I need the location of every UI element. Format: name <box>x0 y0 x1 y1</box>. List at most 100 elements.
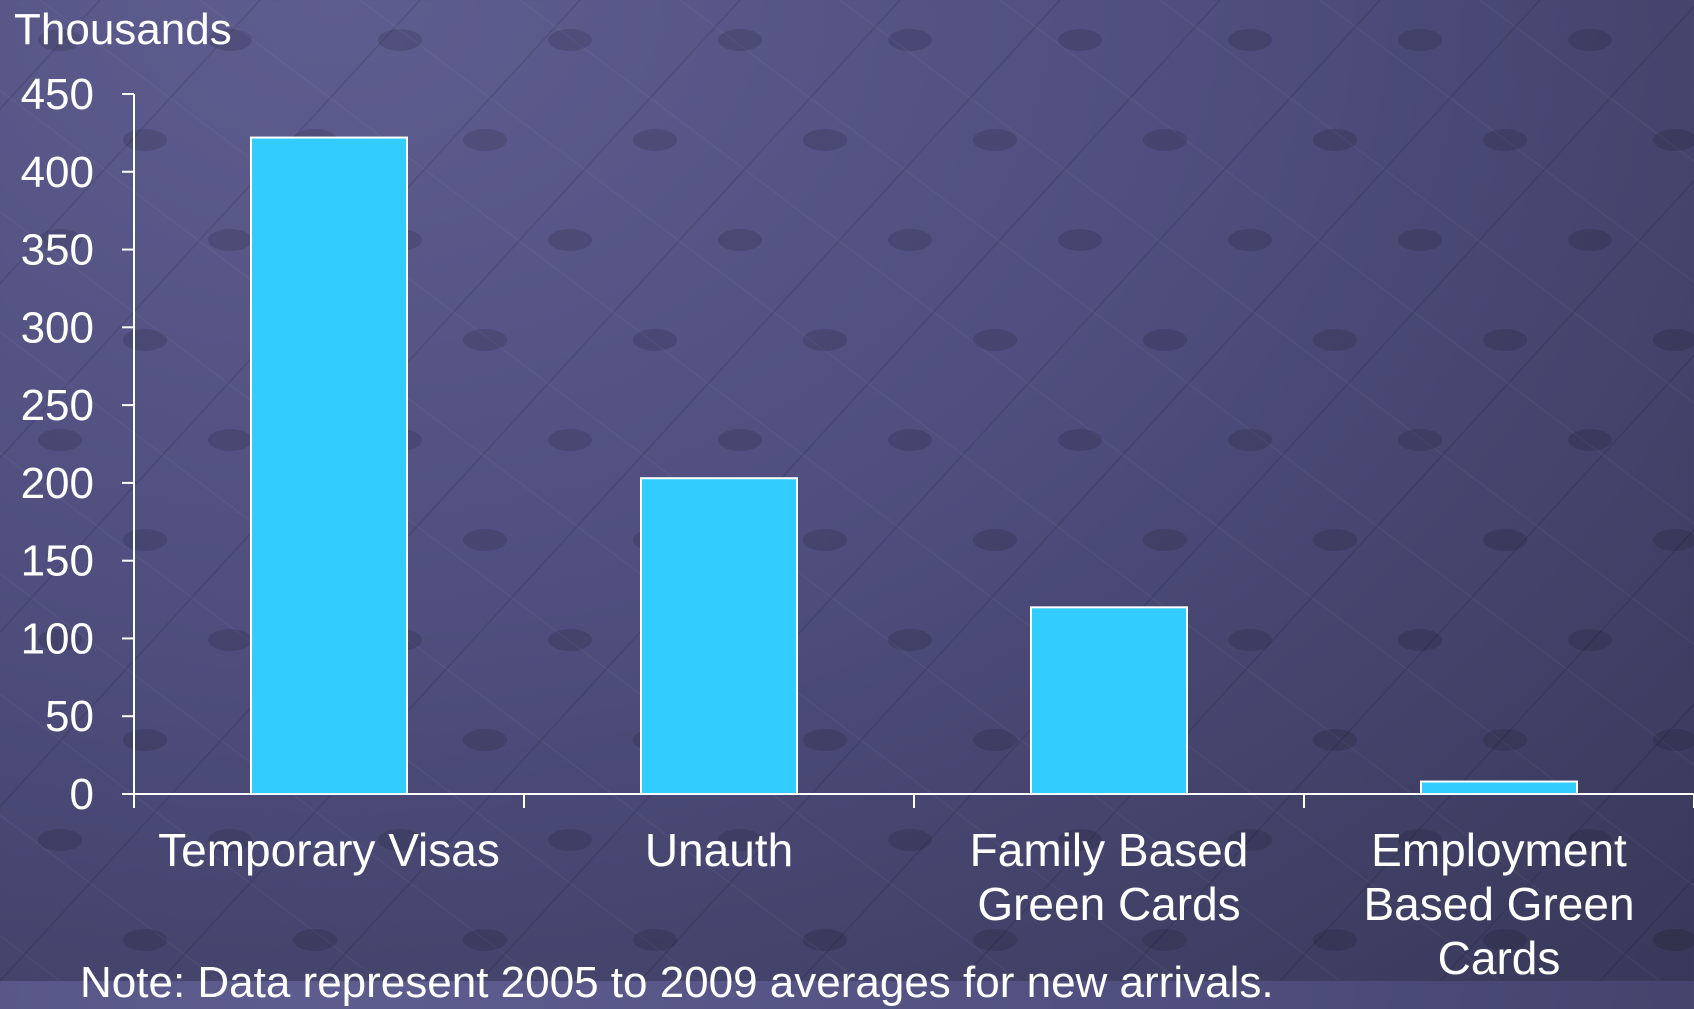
background-dot <box>38 629 82 651</box>
background-line <box>359 0 1661 981</box>
background-dot <box>718 229 762 251</box>
background-line <box>999 0 1694 525</box>
background-line <box>639 0 1541 981</box>
background-dot <box>1653 929 1694 951</box>
background-dot <box>1398 229 1442 251</box>
background-line <box>0 0 261 285</box>
background-dot <box>718 29 762 51</box>
background-dot <box>548 829 592 851</box>
background-line <box>0 693 381 981</box>
background-dot <box>1143 929 1187 951</box>
background-dot <box>803 329 847 351</box>
background-line <box>1279 528 1694 981</box>
background-line <box>479 0 1381 981</box>
bar <box>250 136 408 796</box>
background-dot <box>1228 829 1272 851</box>
background-line <box>1439 703 1694 981</box>
background-dot <box>633 329 677 351</box>
y-tick-label: 200 <box>21 459 94 508</box>
x-category-label: Temporary Visas <box>158 824 500 876</box>
background-dot <box>803 129 847 151</box>
x-category-label: Unauth <box>645 824 793 876</box>
y-tick-label: 50 <box>45 692 94 741</box>
background-dot <box>973 129 1017 151</box>
background-dot <box>888 229 932 251</box>
background-dot <box>293 929 337 951</box>
background-line <box>0 451 701 981</box>
background-dot <box>1483 329 1527 351</box>
background-line <box>1159 0 1694 404</box>
y-axis-unit-label: Thousands <box>14 5 232 54</box>
background-dot <box>1313 129 1357 151</box>
background-dot <box>38 29 82 51</box>
background-dot <box>1398 829 1442 851</box>
background-dot <box>548 29 592 51</box>
background-dot <box>1313 729 1357 751</box>
background-dot <box>1143 129 1187 151</box>
background-line <box>0 572 541 981</box>
background-dot <box>1483 529 1527 551</box>
background-dot <box>548 629 592 651</box>
background-dot <box>463 729 507 751</box>
background-line <box>0 0 581 634</box>
background-dot <box>1653 729 1694 751</box>
background-line <box>1119 354 1694 981</box>
background-dot <box>463 329 507 351</box>
background-line <box>0 814 221 981</box>
background-dot <box>1398 29 1442 51</box>
background-dot <box>208 429 252 451</box>
background-line <box>839 0 1694 646</box>
background-line <box>799 5 1694 981</box>
background-line <box>959 179 1694 981</box>
background-dot <box>548 429 592 451</box>
background-dot <box>38 429 82 451</box>
background-dot <box>463 929 507 951</box>
background-dot <box>973 929 1017 951</box>
background-dot <box>803 729 847 751</box>
background-dot <box>1313 329 1357 351</box>
background-dot <box>1058 829 1102 851</box>
background-line <box>0 0 1180 981</box>
y-tick-label: 450 <box>21 70 94 119</box>
background-dot <box>463 129 507 151</box>
background-line <box>0 0 901 981</box>
y-tick-label: 350 <box>21 226 94 275</box>
background-dot <box>1398 629 1442 651</box>
background-dot <box>1568 229 1612 251</box>
background-dot <box>1568 29 1612 51</box>
background-dot <box>718 829 762 851</box>
background-dot <box>888 829 932 851</box>
y-tick-label: 0 <box>70 770 94 819</box>
background-dot <box>1058 29 1102 51</box>
chart-note: Note: Data represent 2005 to 2009 averag… <box>80 958 1274 1007</box>
bar <box>640 477 798 795</box>
background-dot <box>1483 129 1527 151</box>
y-tick-label: 150 <box>21 537 94 586</box>
background-dot <box>1058 429 1102 451</box>
background-dot <box>1143 329 1187 351</box>
background-dot <box>633 929 677 951</box>
background-dot <box>463 529 507 551</box>
background-dot <box>1483 729 1527 751</box>
background-dot <box>38 829 82 851</box>
bar <box>1420 780 1578 795</box>
background-line <box>519 0 1694 887</box>
background-dot <box>1568 829 1612 851</box>
bar-chart: 0 50 100 150 200 250 300 350 400 450 Temporary Vis… <box>21 70 1578 876</box>
background-dot <box>973 529 1017 551</box>
background-dot <box>123 929 167 951</box>
background-dot <box>1653 329 1694 351</box>
y-tick-label: 100 <box>21 614 94 663</box>
background-dot <box>1143 529 1187 551</box>
background-dot <box>1228 29 1272 51</box>
background-line <box>0 331 861 981</box>
background-dot <box>633 129 677 151</box>
background-dot <box>973 329 1017 351</box>
background-dot <box>718 429 762 451</box>
background-dot <box>378 829 422 851</box>
background-dot <box>1313 529 1357 551</box>
background-dot <box>1483 929 1527 951</box>
background-dot <box>973 729 1017 751</box>
background-dot <box>888 429 932 451</box>
background-line <box>199 0 1501 981</box>
